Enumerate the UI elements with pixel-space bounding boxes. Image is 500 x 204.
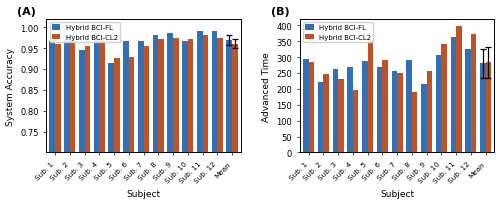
- Bar: [226, 41, 232, 204]
- Bar: [368, 41, 373, 153]
- Bar: [324, 74, 329, 153]
- Bar: [202, 36, 208, 204]
- Bar: [188, 40, 194, 204]
- Bar: [377, 67, 382, 153]
- Bar: [94, 34, 100, 204]
- Y-axis label: Advanced Time: Advanced Time: [262, 52, 270, 121]
- Bar: [362, 62, 368, 153]
- Text: (A): (A): [17, 7, 36, 17]
- Bar: [450, 38, 456, 153]
- Bar: [55, 44, 60, 204]
- Legend: Hybrid BCI-FL, Hybrid BCI-CL2: Hybrid BCI-FL, Hybrid BCI-CL2: [50, 23, 120, 43]
- Bar: [144, 47, 149, 204]
- X-axis label: Subject: Subject: [126, 190, 160, 198]
- Bar: [168, 34, 173, 204]
- Bar: [353, 91, 358, 153]
- X-axis label: Subject: Subject: [380, 190, 414, 198]
- Bar: [70, 41, 75, 204]
- Bar: [442, 44, 447, 153]
- Bar: [412, 93, 418, 153]
- Bar: [84, 46, 90, 204]
- Bar: [79, 51, 84, 204]
- Bar: [332, 70, 338, 153]
- Bar: [486, 63, 491, 153]
- Bar: [308, 63, 314, 153]
- Bar: [397, 74, 402, 153]
- Bar: [232, 44, 237, 204]
- Bar: [421, 85, 426, 153]
- Bar: [173, 39, 178, 204]
- Y-axis label: System Accuracy: System Accuracy: [6, 48, 15, 125]
- Legend: Hybrid BCI-FL, Hybrid BCI-CL2: Hybrid BCI-FL, Hybrid BCI-CL2: [304, 23, 374, 43]
- Bar: [406, 60, 412, 153]
- Text: (B): (B): [270, 7, 289, 17]
- Bar: [158, 40, 164, 204]
- Bar: [318, 83, 324, 153]
- Bar: [182, 42, 188, 204]
- Bar: [114, 59, 119, 204]
- Bar: [129, 58, 134, 204]
- Bar: [436, 56, 442, 153]
- Bar: [392, 71, 397, 153]
- Bar: [348, 67, 353, 153]
- Bar: [471, 34, 476, 153]
- Bar: [456, 27, 462, 153]
- Bar: [303, 59, 308, 153]
- Bar: [382, 61, 388, 153]
- Bar: [218, 39, 223, 204]
- Bar: [465, 50, 471, 153]
- Bar: [108, 63, 114, 204]
- Bar: [212, 32, 218, 204]
- Bar: [338, 80, 344, 153]
- Bar: [100, 40, 105, 204]
- Bar: [64, 36, 70, 204]
- Bar: [426, 71, 432, 153]
- Bar: [197, 32, 202, 204]
- Bar: [138, 41, 143, 204]
- Bar: [123, 41, 129, 204]
- Bar: [50, 42, 55, 204]
- Bar: [152, 36, 158, 204]
- Bar: [480, 64, 486, 153]
